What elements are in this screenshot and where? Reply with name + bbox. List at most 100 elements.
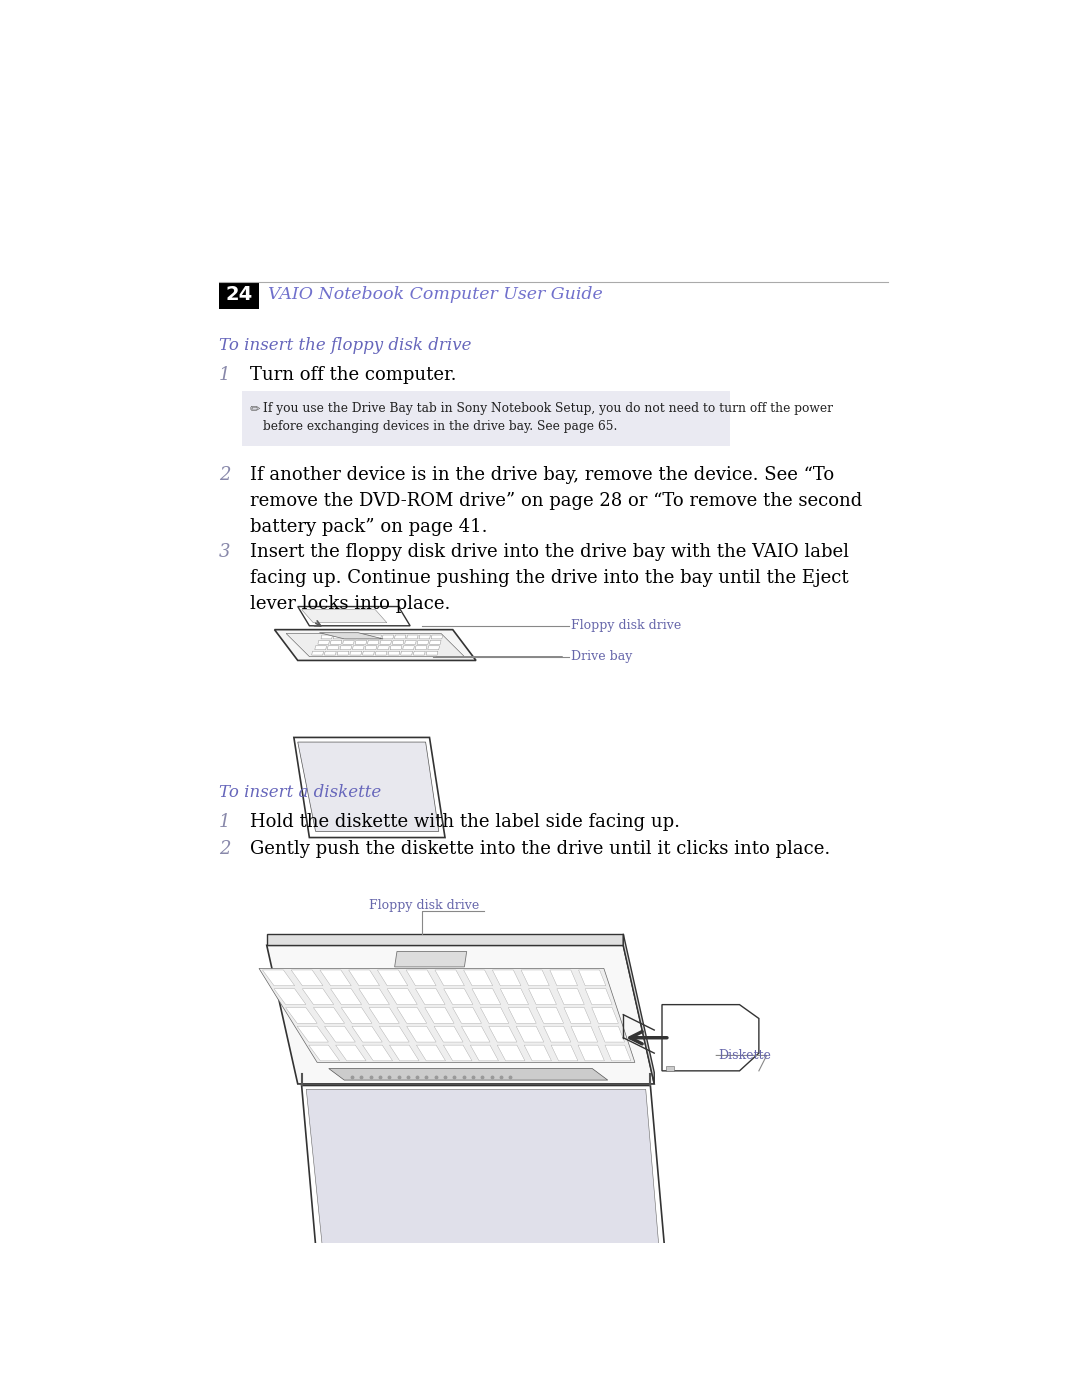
Polygon shape <box>341 1007 372 1023</box>
Polygon shape <box>489 1027 517 1042</box>
Polygon shape <box>367 640 379 644</box>
Polygon shape <box>428 645 440 650</box>
Polygon shape <box>328 1069 608 1080</box>
Polygon shape <box>294 738 445 838</box>
Polygon shape <box>357 636 369 638</box>
Polygon shape <box>431 636 443 638</box>
Polygon shape <box>307 1090 660 1256</box>
Polygon shape <box>444 1045 472 1060</box>
Polygon shape <box>592 1007 619 1023</box>
Polygon shape <box>262 970 295 986</box>
Polygon shape <box>267 946 654 1084</box>
Text: VAIO Notebook Computer User Guide: VAIO Notebook Computer User Guide <box>268 286 603 303</box>
Polygon shape <box>321 636 333 638</box>
Polygon shape <box>435 970 464 986</box>
Text: To insert the floppy disk drive: To insert the floppy disk drive <box>218 337 471 353</box>
Polygon shape <box>392 640 404 644</box>
Polygon shape <box>267 933 623 946</box>
Polygon shape <box>355 640 366 644</box>
Polygon shape <box>419 636 431 638</box>
Polygon shape <box>259 968 635 1062</box>
Polygon shape <box>382 636 393 638</box>
Polygon shape <box>352 1027 382 1042</box>
Polygon shape <box>301 1085 666 1263</box>
Polygon shape <box>516 1027 544 1042</box>
Polygon shape <box>417 1045 446 1060</box>
Polygon shape <box>543 1027 570 1042</box>
Polygon shape <box>666 1066 674 1071</box>
Text: Floppy disk drive: Floppy disk drive <box>369 900 480 912</box>
Polygon shape <box>377 970 408 986</box>
Polygon shape <box>407 636 418 638</box>
Polygon shape <box>497 1045 525 1060</box>
Text: Insert the floppy disk drive into the drive bay with the VAIO label
facing up. C: Insert the floppy disk drive into the dr… <box>249 543 849 613</box>
Polygon shape <box>274 630 476 661</box>
Polygon shape <box>427 651 437 655</box>
Polygon shape <box>662 1004 759 1071</box>
Polygon shape <box>407 1027 436 1042</box>
Polygon shape <box>318 640 329 644</box>
Text: 2: 2 <box>218 840 230 858</box>
Text: 1: 1 <box>218 366 230 384</box>
Polygon shape <box>363 1045 393 1060</box>
Polygon shape <box>390 645 402 650</box>
Polygon shape <box>623 933 654 1084</box>
Polygon shape <box>551 1045 578 1060</box>
Polygon shape <box>403 645 415 650</box>
Polygon shape <box>375 651 387 655</box>
Polygon shape <box>352 645 364 650</box>
Polygon shape <box>394 636 406 638</box>
Polygon shape <box>387 989 417 1004</box>
Polygon shape <box>297 1027 328 1042</box>
Polygon shape <box>388 651 400 655</box>
Polygon shape <box>336 1045 366 1060</box>
Polygon shape <box>302 989 334 1004</box>
Polygon shape <box>325 1027 355 1042</box>
Polygon shape <box>536 1007 564 1023</box>
Polygon shape <box>417 640 429 644</box>
Polygon shape <box>564 1007 591 1023</box>
Polygon shape <box>463 970 492 986</box>
Text: 24: 24 <box>226 285 253 305</box>
Polygon shape <box>320 633 383 638</box>
Polygon shape <box>578 1045 605 1060</box>
Polygon shape <box>461 1027 490 1042</box>
Text: Turn off the computer.: Turn off the computer. <box>249 366 456 384</box>
Polygon shape <box>346 636 356 638</box>
Polygon shape <box>397 1007 427 1023</box>
Polygon shape <box>406 970 436 986</box>
Polygon shape <box>415 645 427 650</box>
Polygon shape <box>350 651 362 655</box>
Polygon shape <box>365 645 377 650</box>
Polygon shape <box>472 989 501 1004</box>
Polygon shape <box>405 640 416 644</box>
FancyBboxPatch shape <box>242 391 730 447</box>
Polygon shape <box>528 989 556 1004</box>
Polygon shape <box>334 636 345 638</box>
Polygon shape <box>571 1027 597 1042</box>
Polygon shape <box>298 742 438 831</box>
Polygon shape <box>500 989 528 1004</box>
Polygon shape <box>522 970 550 986</box>
Polygon shape <box>327 645 339 650</box>
Polygon shape <box>434 1027 463 1042</box>
Text: Gently push the diskette into the drive until it clicks into place.: Gently push the diskette into the drive … <box>249 840 829 858</box>
Text: If you use the Drive Bay tab in Sony Notebook Setup, you do not need to turn off: If you use the Drive Bay tab in Sony Not… <box>262 402 833 433</box>
Text: If another device is in the drive bay, remove the device. See “To
remove the DVD: If another device is in the drive bay, r… <box>249 467 862 536</box>
FancyBboxPatch shape <box>218 282 259 309</box>
Polygon shape <box>444 989 473 1004</box>
Polygon shape <box>557 989 584 1004</box>
Text: 3: 3 <box>218 543 230 562</box>
Polygon shape <box>579 970 606 986</box>
Polygon shape <box>363 651 375 655</box>
Polygon shape <box>292 970 323 986</box>
Polygon shape <box>314 645 326 650</box>
Polygon shape <box>340 645 352 650</box>
Polygon shape <box>309 1045 339 1060</box>
Polygon shape <box>298 606 410 626</box>
Polygon shape <box>378 645 389 650</box>
Text: Drive bay: Drive bay <box>571 650 633 664</box>
Polygon shape <box>470 1045 499 1060</box>
Polygon shape <box>424 1007 454 1023</box>
Text: 2: 2 <box>218 467 230 485</box>
